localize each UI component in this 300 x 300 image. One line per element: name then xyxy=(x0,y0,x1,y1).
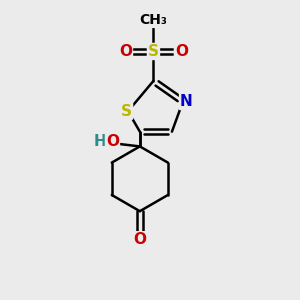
Text: S: S xyxy=(121,104,132,119)
Text: O: O xyxy=(106,134,119,149)
Text: O: O xyxy=(133,232,146,247)
Text: O: O xyxy=(119,44,132,59)
Text: S: S xyxy=(148,44,159,59)
Text: N: N xyxy=(180,94,193,109)
Text: O: O xyxy=(175,44,188,59)
Text: CH₃: CH₃ xyxy=(140,13,167,27)
Text: H: H xyxy=(93,134,106,149)
